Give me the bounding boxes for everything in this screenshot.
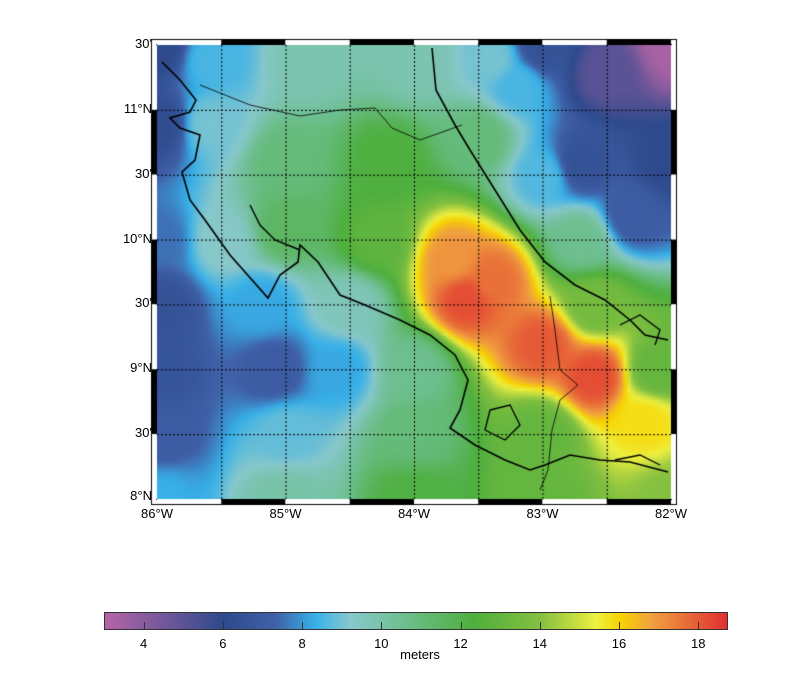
colorbar-tick-label: 4 — [139, 636, 148, 651]
colorbar-tick-label: 18 — [691, 636, 706, 651]
colorbar-tick-label: 8 — [298, 636, 306, 651]
lat-label: 8°N — [130, 488, 152, 503]
lat-label: 10°N — [122, 230, 152, 246]
lat-label: 30' — [135, 295, 152, 311]
colorbar-tick — [302, 622, 304, 629]
colorbar-label: meters — [400, 647, 440, 662]
colorbar-tick — [460, 622, 462, 629]
colorbar-tick — [698, 622, 700, 629]
lat-label: 30' — [135, 165, 152, 181]
lat-label: 9°N — [130, 360, 152, 376]
colorbar-tick — [222, 622, 224, 629]
colorbar-tick-label: 10 — [374, 636, 389, 651]
colorbar — [104, 612, 728, 630]
colorbar-tick-label: 14 — [532, 636, 548, 651]
colorbar-tick — [381, 622, 383, 629]
lon-label: 85°W — [269, 506, 302, 521]
colorbar-tick — [539, 622, 541, 629]
lat-label: 30' — [135, 425, 152, 441]
colorbar-tick — [619, 622, 621, 629]
colorbar-tick-label: 16 — [611, 636, 627, 651]
lon-label: 86°W — [141, 506, 173, 521]
lat-label: 30' — [135, 36, 152, 51]
colorbar-tick — [143, 622, 145, 629]
lat-label: 11°N — [123, 100, 152, 116]
lon-label: 83°W — [526, 506, 559, 521]
colorbar-tick-label: 12 — [453, 636, 468, 651]
geoid-height-map — [0, 0, 800, 560]
colorbar-tick-label: 6 — [219, 636, 227, 651]
lon-label: 84°W — [398, 506, 430, 521]
lon-label: 82°W — [655, 506, 687, 521]
